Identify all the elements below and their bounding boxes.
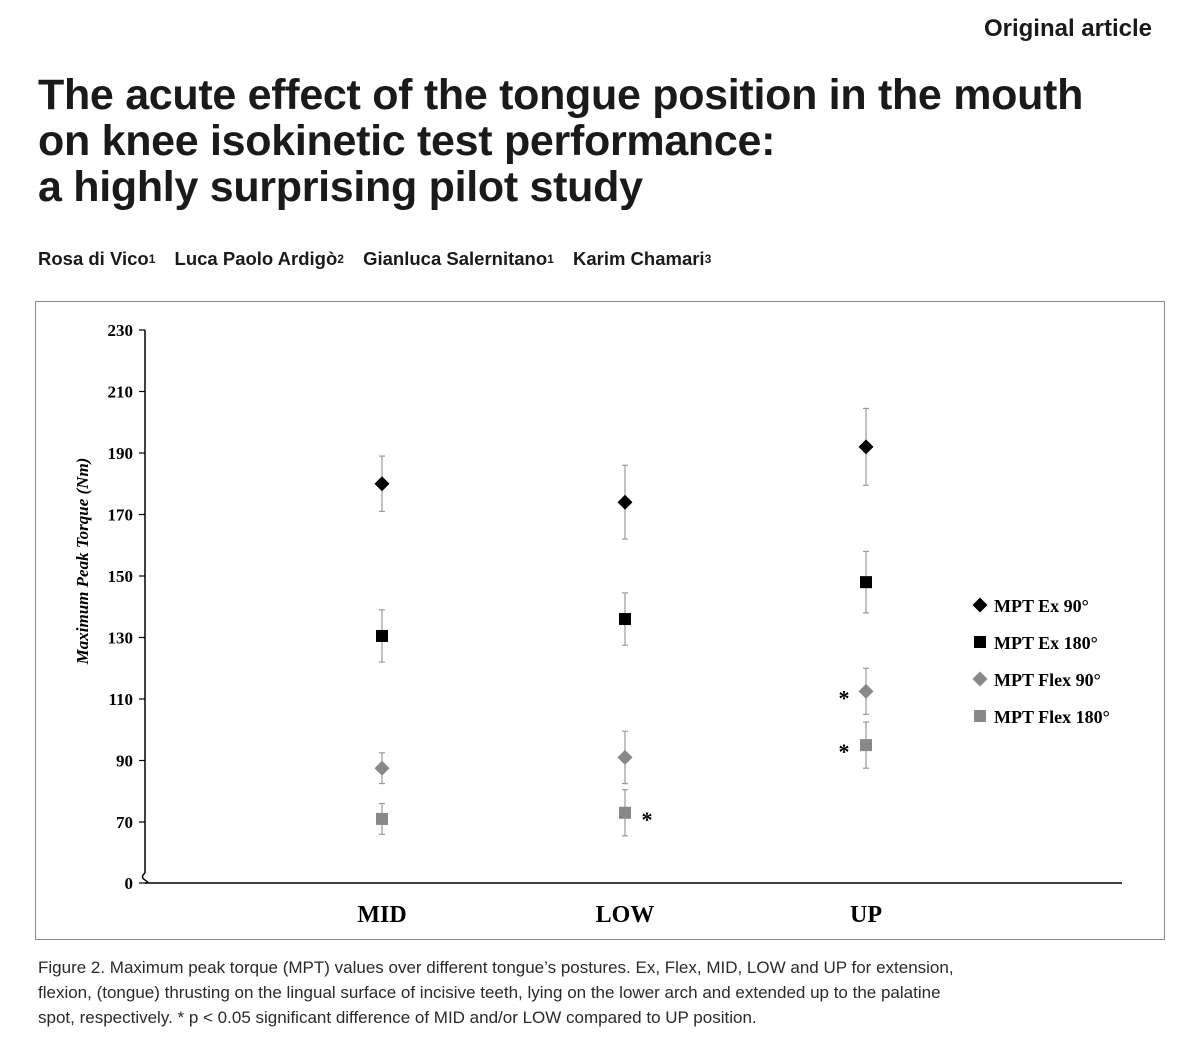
- significance-marker: *: [839, 685, 850, 710]
- author-name: Luca Paolo Ardigò: [174, 248, 338, 269]
- y-tick-label: 110: [108, 690, 133, 709]
- caption-line: flexion, (tongue) thrusting on the lingu…: [38, 983, 941, 1002]
- data-point-mpt-flex-90: [374, 760, 390, 776]
- article-title: The acute effect of the tongue position …: [38, 72, 1178, 210]
- x-category-label: UP: [850, 902, 882, 928]
- data-point-mpt-ex-90: [858, 439, 874, 455]
- significance-marker: *: [642, 807, 653, 832]
- torque-chart: 0 70 90 110 130 150 170 190 210 230 Maximum Peak T…: [73, 321, 1122, 928]
- legend-label: MPT Ex 180°: [994, 633, 1098, 653]
- legend-marker: [972, 597, 988, 613]
- author: Gianluca Salernitano1: [363, 248, 554, 269]
- author: Luca Paolo Ardigò2: [175, 248, 344, 269]
- caption-line: Figure 2. Maximum peak torque (MPT) valu…: [38, 958, 954, 977]
- y-tick-label: 170: [108, 506, 134, 525]
- x-category-label: LOW: [596, 902, 655, 928]
- title-line: The acute effect of the tongue position …: [38, 71, 1084, 119]
- data-point-mpt-flex-90: [858, 683, 874, 699]
- section-label: Original article: [983, 15, 1152, 42]
- legend-label: MPT Flex 90°: [994, 670, 1101, 690]
- title-line: on knee isokinetic test performance:: [38, 117, 776, 165]
- legend-label: MPT Flex 180°: [994, 707, 1110, 727]
- author-list: Rosa di Vico1 Luca Paolo Ardigò2 Gianluc…: [38, 248, 725, 270]
- y-tick-label: 130: [108, 629, 134, 648]
- significance-marker: *: [839, 739, 850, 764]
- y-axis-title: Maximum Peak Torque (Nm): [73, 458, 92, 666]
- data-point-mpt-ex-90: [617, 494, 633, 510]
- data-point-mpt-flex-180: [860, 739, 872, 752]
- author: Rosa di Vico1: [38, 248, 155, 269]
- caption-line: spot, respectively. * p < 0.05 significa…: [38, 1008, 757, 1027]
- data-point-mpt-flex-180: [376, 812, 388, 825]
- axis-break-mark: [141, 872, 149, 884]
- y-tick-label: 0: [125, 874, 134, 893]
- y-tick-label: 70: [116, 813, 133, 832]
- author: Karim Chamari3: [573, 248, 711, 269]
- data-point-mpt-ex-180: [376, 629, 388, 642]
- legend-marker: [974, 636, 986, 648]
- data-point-mpt-ex-180: [860, 576, 872, 589]
- y-tick-label: 150: [108, 567, 134, 586]
- data-point-mpt-ex-180: [619, 613, 631, 626]
- author-affiliation: 3: [704, 252, 712, 266]
- y-tick-label: 230: [108, 321, 134, 340]
- author-name: Karim Chamari: [572, 248, 705, 269]
- author-name: Gianluca Salernitano: [363, 248, 548, 269]
- data-point-mpt-ex-90: [374, 476, 390, 492]
- x-category-label: MID: [357, 902, 406, 928]
- data-point-mpt-flex-180: [619, 806, 631, 819]
- y-tick-label: 190: [108, 444, 134, 463]
- figure-caption: Figure 2. Maximum peak torque (MPT) valu…: [38, 955, 1168, 1030]
- data-point-mpt-flex-90: [617, 749, 633, 765]
- legend-marker: [972, 671, 988, 687]
- author-affiliation: 2: [337, 252, 344, 266]
- author-name: Rosa di Vico: [38, 248, 149, 269]
- legend-label: MPT Ex 90°: [994, 596, 1089, 616]
- legend-marker: [974, 710, 986, 722]
- author-affiliation: 1: [148, 252, 156, 266]
- author-affiliation: 1: [547, 252, 554, 266]
- figure-frame: 0 70 90 110 130 150 170 190 210 230 Maximum Peak T…: [35, 301, 1165, 940]
- title-line: a highly surprising pilot study: [38, 163, 643, 211]
- y-tick-label: 90: [116, 752, 133, 771]
- y-tick-label: 210: [108, 383, 134, 402]
